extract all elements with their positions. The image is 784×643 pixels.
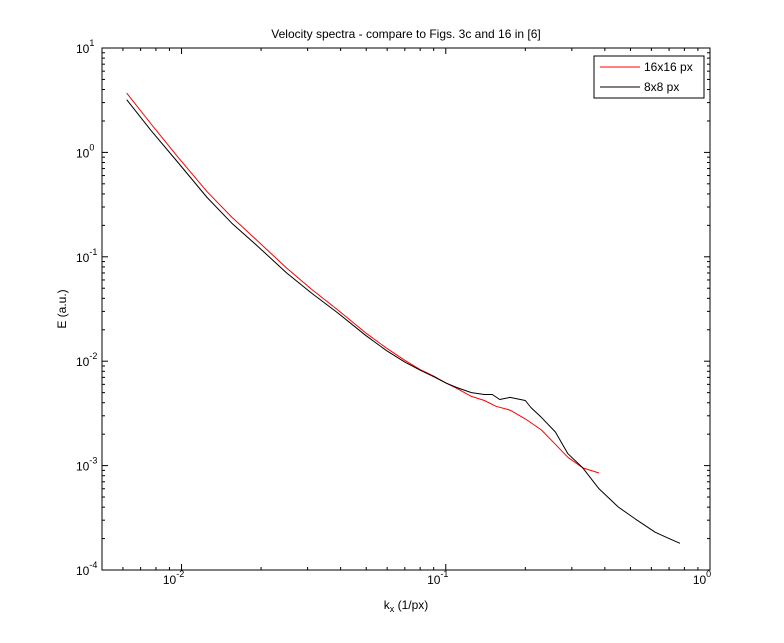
y-tick-label: 10-3: [76, 456, 97, 474]
y-tick-label: 10-4: [76, 560, 97, 578]
y-tick-label-base: 10: [76, 146, 90, 160]
x-axis-label-subscript: x: [390, 604, 395, 614]
legend-box: [593, 55, 705, 99]
series-line-8x8: [126, 99, 681, 544]
x-tick-label-base: 10: [693, 573, 707, 587]
x-tick-label-base: 10: [163, 573, 177, 587]
x-axis-label-unit: (1/px): [394, 598, 428, 612]
x-tick-label-exponent: -2: [176, 569, 184, 579]
y-tick-label-base: 10: [76, 42, 90, 56]
y-tick-label: 10-2: [76, 351, 97, 369]
legend-label-16x16: 16x16 px: [644, 60, 693, 74]
y-axis-label: E (a.u.): [55, 289, 69, 328]
x-axis-label: kx (1/px): [384, 598, 429, 614]
y-tick-label-exponent: -1: [89, 247, 97, 257]
legend: 16x16 px 8x8 px: [593, 55, 705, 99]
x-tick-label-exponent: -1: [440, 569, 448, 579]
series-layer: [126, 92, 681, 544]
y-tick-label-exponent: -3: [89, 456, 97, 466]
y-tick-label-exponent: -2: [89, 351, 97, 361]
y-tick-label-base: 10: [76, 564, 90, 578]
chart-title: Velocity spectra - compare to Figs. 3c a…: [271, 27, 540, 41]
x-tick-label-base: 10: [427, 573, 441, 587]
x-tick-label-exponent: 0: [706, 569, 711, 579]
x-tick-label: 10-1: [427, 569, 448, 587]
y-tick-label-base: 10: [76, 355, 90, 369]
legend-label-8x8: 8x8 px: [644, 80, 679, 94]
y-tick-label-base: 10: [76, 460, 90, 474]
y-tick-label: 101: [76, 38, 94, 56]
y-tick-label: 100: [76, 142, 94, 160]
y-tick-label-base: 10: [76, 251, 90, 265]
series-line-16x16: [126, 92, 600, 474]
y-tick-label: 10-1: [76, 247, 97, 265]
x-tick-label: 100: [693, 569, 711, 587]
y-tick-label-exponent: 1: [89, 38, 94, 48]
y-tick-label-exponent: -4: [89, 560, 97, 570]
x-tick-label: 10-2: [163, 569, 184, 587]
plot-area: [101, 47, 711, 571]
x-axis-label-base: k: [384, 598, 391, 612]
y-tick-label-exponent: 0: [89, 142, 94, 152]
